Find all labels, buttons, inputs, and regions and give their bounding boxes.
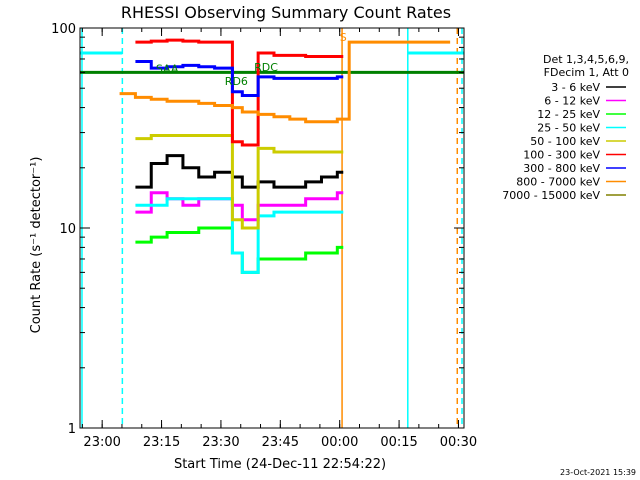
footer-timestamp: 23-Oct-2021 15:39 <box>560 468 636 477</box>
x-tick-label: 00:30 <box>440 435 477 450</box>
legend-label: 12 - 25 keV <box>537 108 600 121</box>
y-tick-label: 1 <box>68 422 76 437</box>
y-tick-label: 100 <box>51 22 76 37</box>
x-tick-label: 00:15 <box>380 435 417 450</box>
legend-label: 100 - 300 keV <box>523 149 600 162</box>
chart-title: RHESSI Observing Summary Count Rates <box>121 3 451 22</box>
x-tick-label: 23:30 <box>202 435 239 450</box>
legend-label: 50 - 100 keV <box>530 135 600 148</box>
series-line <box>135 134 344 230</box>
legend-label: 25 - 50 keV <box>537 122 600 135</box>
chart-annotation: SAA <box>156 62 179 75</box>
series-line <box>135 38 344 147</box>
x-tick-label: 00:00 <box>321 435 358 450</box>
series-line <box>135 226 344 274</box>
y-axis-label: Count Rate (s⁻¹ detector⁻¹) <box>29 157 44 334</box>
series-line <box>119 40 451 124</box>
chart-annotation: S <box>340 31 347 44</box>
x-axis-label: Start Time (24-Dec-11 22:54:22) <box>174 457 386 472</box>
y-tick-label: 10 <box>59 222 76 237</box>
series-line <box>135 197 344 274</box>
legend-header: Det 1,3,4,5,6,9, <box>543 53 629 66</box>
x-tick-label: 23:15 <box>143 435 180 450</box>
x-tick-label: 23:00 <box>83 435 120 450</box>
legend: Det 1,3,4,5,6,9,FDecim 1, Att 0 3 - 6 keV… <box>502 53 629 202</box>
plot-frame <box>79 27 465 429</box>
chart-annotation: RD6 <box>225 75 248 88</box>
x-tick-label: 23:45 <box>262 435 299 450</box>
series-line <box>135 59 344 97</box>
series-line <box>135 154 344 189</box>
legend-label: 3 - 6 keV <box>551 81 600 94</box>
legend-label: 6 - 12 keV <box>544 95 600 108</box>
legend-label: 800 - 7000 keV <box>516 176 600 189</box>
chart-annotation: RDC <box>254 61 278 74</box>
legend-label: 7000 - 15000 keV <box>502 189 600 202</box>
legend-header: FDecim 1, Att 0 <box>544 66 629 79</box>
legend-label: 300 - 800 keV <box>523 162 600 175</box>
